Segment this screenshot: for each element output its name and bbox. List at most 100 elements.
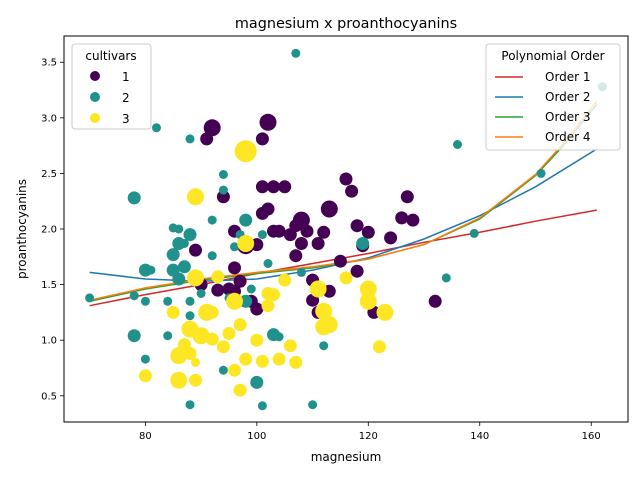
scatter-point-cultivar-2: [163, 331, 173, 341]
fit-legend: Polynomial Order Order 1 Order 2 Order 3 Or…: [485, 43, 621, 151]
scatter-point-cultivar-2: [177, 260, 191, 274]
scatter-point-cultivar-3: [255, 354, 269, 368]
fit-legend-box: [485, 43, 621, 151]
scatter-point-cultivar-2: [185, 296, 195, 306]
scatter-point-cultivar-2: [239, 213, 253, 227]
scatter-point-cultivar-1: [211, 283, 225, 297]
scatter-point-cultivar-3: [233, 383, 247, 397]
scatter-point-cultivar-1: [345, 184, 359, 198]
scatter-point-cultivar-1: [350, 264, 364, 278]
scatter-point-cultivar-3: [234, 140, 257, 163]
scatter-point-cultivar-2: [291, 48, 301, 58]
scatter-point-cultivar-3: [211, 270, 225, 284]
scatter-point-cultivar-1: [350, 219, 364, 233]
scatter-point-cultivar-2: [85, 293, 95, 303]
scatter-point-cultivar-1: [311, 237, 325, 250]
y-tick-label: 2.5: [41, 169, 57, 180]
scatter-point-cultivar-2: [152, 123, 161, 133]
scatter-point-cultivar-1: [259, 113, 277, 131]
scatter-point-cultivar-1: [395, 211, 409, 225]
scatter-point-cultivar-3: [187, 188, 204, 206]
scatter-point-cultivar-1: [278, 180, 292, 194]
scatter-point-cultivar-2: [218, 170, 228, 179]
fit-legend-label: Order 2: [545, 90, 591, 104]
axis-ticks-layer: 80 100 120 140 160 0.5 1.0 1.5 2.0 2.5 3.0 3.5: [41, 58, 601, 442]
scatter-point-cultivar-2: [166, 248, 180, 262]
scatter-point-cultivar-3: [183, 347, 197, 360]
cultivar-legend-label: 3: [122, 112, 130, 126]
scatter-point-cultivar-3: [191, 357, 200, 367]
scatter-point-cultivar-1: [289, 249, 303, 263]
x-tick-label: 100: [247, 431, 266, 442]
scatter-point-cultivar-2: [274, 332, 284, 342]
cultivar-legend-label: 1: [122, 70, 130, 84]
scatter-point-cultivar-1: [255, 180, 269, 194]
scatter-point-cultivar-3: [359, 292, 377, 310]
scatter-point-cultivar-2: [140, 354, 150, 364]
scatter-point-cultivar-2: [207, 251, 217, 261]
x-tick-label: 160: [582, 431, 601, 442]
scatter-point-cultivar-3: [170, 371, 188, 389]
cultivar-legend-label: 2: [122, 91, 130, 105]
scatter-point-cultivar-2: [308, 400, 318, 410]
scatter-point-cultivar-2: [127, 329, 141, 343]
x-tick-label: 140: [470, 431, 489, 442]
scatter-point-cultivar-1: [272, 224, 286, 238]
scatter-point-cultivar-2: [296, 267, 306, 277]
scatter-point-cultivar-2: [127, 191, 141, 205]
cultivar-legend-title: cultivars: [85, 49, 136, 63]
scatter-point-cultivar-3: [320, 316, 338, 334]
scatter-point-cultivar-3: [239, 352, 253, 366]
scatter-point-cultivar-3: [315, 302, 333, 320]
scatter-point-cultivar-3: [339, 271, 353, 285]
scatter-point-cultivar-2: [453, 140, 462, 149]
scatter-point-cultivar-2: [239, 294, 253, 308]
scatter-point-cultivar-2: [140, 296, 150, 306]
scatter-point-cultivar-2: [218, 365, 228, 375]
cultivar-legend-marker: [90, 92, 100, 102]
scatter-point-cultivar-3: [222, 327, 236, 340]
scatter-point-cultivar-1: [294, 237, 308, 250]
scatter-point-cultivar-3: [359, 280, 377, 298]
scatter-point-cultivar-1: [255, 132, 269, 146]
y-tick-label: 3.5: [41, 58, 57, 69]
scatter-point-cultivar-1: [406, 213, 420, 227]
scatter-point-cultivar-3: [170, 347, 188, 365]
scatter-point-cultivar-3: [278, 273, 292, 287]
scatter-point-cultivar-2: [246, 284, 256, 294]
scatter-point-cultivar-3: [166, 305, 180, 319]
scatter-point-cultivar-1: [300, 224, 314, 238]
y-tick-label: 1.5: [41, 280, 57, 291]
scatter-point-cultivar-1: [189, 243, 202, 257]
scatter-point-cultivar-1: [428, 294, 442, 308]
cultivar-legend-box: [71, 43, 152, 130]
scatter-point-cultivar-1: [267, 180, 280, 194]
scatter-point-cultivar-3: [233, 318, 247, 332]
scatter-point-cultivar-1: [203, 119, 221, 137]
scatter-point-cultivar-3: [272, 352, 286, 366]
scatter-point-cultivar-2: [129, 291, 139, 301]
scatter-point-cultivar-2: [263, 259, 273, 268]
scatter-point-cultivar-2: [356, 237, 370, 250]
scatter-point-cultivar-3: [187, 269, 204, 287]
scatter-point-cultivar-3: [376, 303, 394, 321]
scatter-point-cultivar-3: [216, 340, 230, 354]
scatter-point-cultivar-2: [185, 311, 195, 321]
scatter-point-cultivar-3: [205, 305, 219, 319]
fit-legend-label: Order 3: [545, 110, 591, 124]
scatter-point-cultivar-2: [536, 168, 546, 178]
x-tick-label: 80: [139, 431, 152, 442]
scatter-point-cultivar-2: [183, 228, 197, 242]
scatter-point-cultivar-3: [138, 369, 152, 383]
scatter-point-cultivar-1: [292, 211, 310, 229]
cultivar-legend-marker: [90, 71, 100, 81]
scatter-point-cultivar-3: [226, 292, 243, 310]
fit-legend-label: Order 1: [545, 70, 591, 84]
scatter-point-cultivar-2: [185, 134, 195, 144]
x-axis-label: magnesium: [311, 450, 382, 464]
scatter-point-cultivar-2: [179, 239, 189, 248]
cultivar-legend: cultivars 1 2 3: [71, 43, 152, 130]
scatter-point-cultivar-1: [361, 225, 375, 239]
scatter-point-cultivar-2: [174, 224, 184, 234]
